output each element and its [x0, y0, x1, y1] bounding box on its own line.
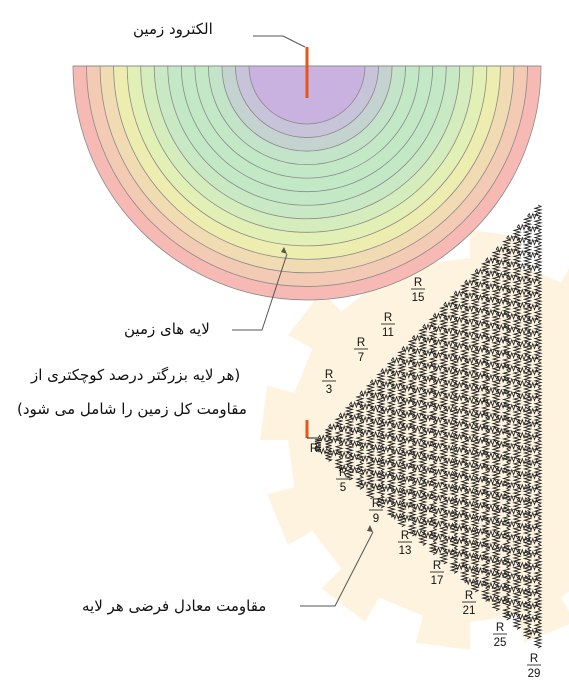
- resistor-column: [365, 382, 376, 500]
- resistor-rung: [401, 345, 413, 522]
- resistor-column: [376, 371, 386, 509]
- resistor-column: [397, 348, 407, 528]
- fraction-denominator: 15: [412, 292, 425, 304]
- fraction-numerator: R: [401, 530, 409, 542]
- resistor-fraction: R3: [322, 369, 336, 396]
- fraction-numerator: R: [530, 653, 538, 665]
- fraction-numerator: R: [310, 443, 318, 455]
- callout-lines: [232, 35, 374, 607]
- resistor-rung: [359, 389, 371, 489]
- fraction-denominator: 25: [494, 637, 507, 649]
- resistor-column: [428, 315, 438, 556]
- resistor-column: [533, 204, 543, 649]
- resistor-column: [344, 404, 355, 481]
- resistor-column: [334, 415, 344, 472]
- fraction-denominator: 11: [382, 327, 394, 339]
- resistor-fraction: R 17: [430, 560, 444, 587]
- resistor-column: [522, 215, 533, 640]
- fraction-numerator: R: [496, 622, 504, 634]
- soil-layers-half-disk: [72, 47, 542, 301]
- resistor-fraction: R 25: [493, 622, 507, 649]
- resistor-rung: [464, 278, 476, 586]
- resistor-rung: [443, 301, 455, 556]
- resistor-rung: [485, 256, 497, 603]
- fraction-denominator: 29: [528, 668, 541, 680]
- resistor-rung: [338, 412, 350, 472]
- resistor-fraction: R7: [354, 337, 368, 364]
- equivalent-leader: [300, 531, 374, 607]
- resistor-fraction: R 15: [411, 277, 425, 304]
- resistor-column: [491, 248, 501, 612]
- fraction-denominator: 3: [326, 384, 332, 396]
- fraction-denominator: 9: [373, 513, 379, 525]
- resistor-column: [449, 293, 459, 574]
- resistor-rung: [495, 245, 507, 605]
- resistor-rung: [432, 312, 445, 554]
- equivalent-resistance-label: مقاومت معادل فرضی هر لایه: [82, 597, 267, 615]
- resistor-column: [386, 359, 397, 518]
- soil-layers-label: لایه های زمین: [124, 320, 210, 338]
- resistor-fraction: R: [310, 443, 318, 455]
- fraction-numerator: R: [465, 590, 473, 602]
- resistor-rung: [328, 423, 340, 457]
- fraction-numerator: R: [372, 498, 380, 510]
- fraction-numerator: R: [339, 467, 347, 479]
- layers-arrow: [281, 247, 287, 254]
- resistor-fraction: R 11: [381, 312, 395, 339]
- fraction-numerator: R: [384, 312, 392, 324]
- fraction-denominator: 17: [431, 575, 444, 587]
- note-line-1: (هر لایه بزرگتر درصد کوچکتری از: [31, 366, 241, 384]
- resistor-fraction: R 21: [462, 590, 476, 617]
- electrode-label: الکترود زمین: [133, 20, 213, 38]
- resistor-column: [355, 393, 365, 490]
- resistor-rung: [527, 212, 539, 636]
- resistor-column: [470, 271, 480, 593]
- resistor-network: [305, 204, 543, 649]
- layers-leader: [232, 253, 288, 331]
- resistor-rung: [506, 234, 518, 620]
- fraction-denominator: 5: [340, 482, 346, 494]
- equivalent-arrow: [367, 525, 373, 532]
- resistor-rung: [411, 334, 424, 537]
- resistor-column: [459, 282, 470, 584]
- resistor-rung: [422, 323, 434, 539]
- resistor-rung: [391, 356, 403, 521]
- resistor-column: [480, 260, 491, 602]
- fraction-denominator: 13: [399, 545, 412, 557]
- resistor-column: [512, 226, 522, 630]
- resistor-rung: [317, 434, 329, 455]
- resistor-column: [418, 326, 428, 546]
- note-line-2: مقاومت کل زمین را شامل می شود): [17, 400, 247, 418]
- resistor-rung: [370, 378, 382, 491]
- fraction-denominator: 21: [463, 605, 476, 617]
- resistor-column: [407, 337, 417, 537]
- resistor-fraction: R9: [369, 498, 383, 525]
- fraction-numerator: R: [325, 369, 333, 381]
- electrode-leader: [253, 35, 306, 48]
- resistor-rung: [474, 267, 486, 588]
- resistor-rung: [453, 290, 466, 571]
- resistor-rung: [380, 367, 392, 506]
- resistor-rung: [349, 400, 361, 474]
- fraction-numerator: R: [414, 277, 422, 289]
- fraction-denominator: 7: [358, 352, 364, 364]
- resistor-column: [314, 437, 322, 453]
- resistor-rung: [516, 223, 528, 621]
- resistor-column: [501, 237, 512, 621]
- fraction-numerator: R: [433, 560, 441, 572]
- resistor-fraction: R 29: [527, 653, 541, 680]
- resistor-fraction: R 13: [398, 530, 412, 557]
- resistor-column: [438, 304, 449, 565]
- fraction-numerator: R: [357, 337, 365, 349]
- resistor-fraction: R5: [336, 467, 350, 494]
